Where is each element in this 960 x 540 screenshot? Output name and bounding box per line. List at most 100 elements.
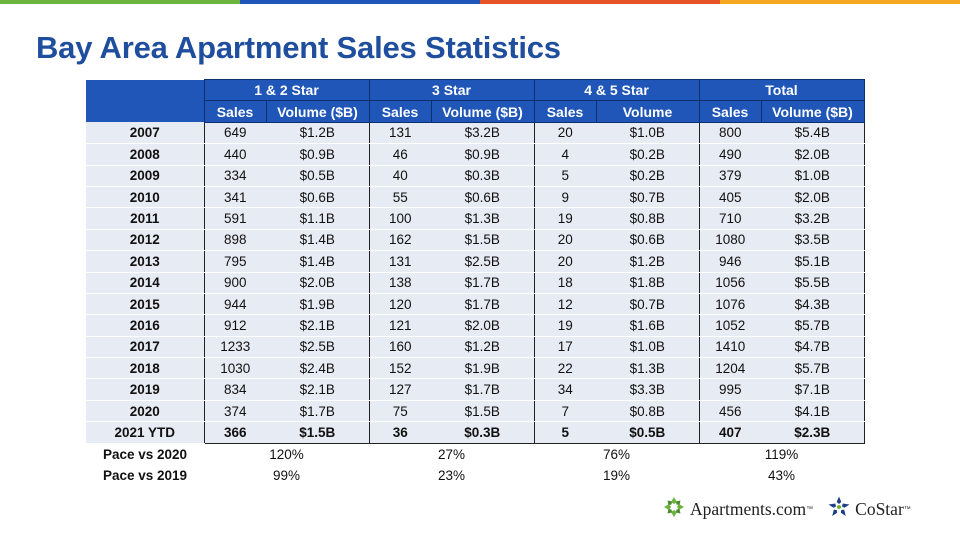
table-cell: 1204 bbox=[698, 357, 761, 380]
top-bar-blue bbox=[240, 0, 480, 4]
table-cell: 18 bbox=[533, 272, 596, 294]
table-cell: $4.3B bbox=[761, 293, 865, 316]
table-row: 2012 898 $1.4B 162 $1.5B 20 $0.6B 1080 $3.5B bbox=[86, 229, 865, 252]
pace-value: 43% bbox=[699, 464, 864, 486]
pace-rows: Pace vs 2020 120% 27% 76% 119% Pace vs 2019 99… bbox=[86, 443, 864, 486]
table-cell: $1.6B bbox=[596, 314, 699, 337]
table-cell: $0.8B bbox=[596, 207, 699, 230]
group-header-total: Total bbox=[698, 78, 865, 102]
table-cell: $0.3B bbox=[431, 165, 534, 187]
table-cell: $4.1B bbox=[761, 400, 865, 423]
apartments-logo: Apartments.com ™ bbox=[662, 495, 813, 524]
table-cell: $2.0B bbox=[266, 272, 369, 294]
table-row: 2013 795 $1.4B 131 $2.5B 20 $1.2B 946 $5.1B bbox=[86, 250, 865, 273]
table-cell: 379 bbox=[698, 165, 761, 187]
table-cell: 7 bbox=[533, 400, 596, 423]
column-header: Volume ($B) bbox=[430, 100, 535, 123]
pace-value: 119% bbox=[699, 443, 864, 465]
table-cell: 366 bbox=[203, 421, 266, 444]
pace-row: Pace vs 2019 99% 23% 19% 43% bbox=[86, 464, 864, 486]
table-cell: $1.2B bbox=[431, 336, 534, 359]
table-cell: $5.7B bbox=[761, 314, 865, 337]
table-cell: 131 bbox=[368, 250, 431, 273]
column-header: Volume ($B) bbox=[760, 100, 865, 123]
column-header-row: Sales Volume ($B) Sales Volume ($B) Sale… bbox=[86, 100, 865, 123]
row-label: 2015 bbox=[86, 293, 204, 316]
table-cell: $1.2B bbox=[266, 122, 369, 145]
top-color-bar bbox=[0, 0, 960, 4]
table-cell: 834 bbox=[203, 378, 266, 401]
table-cell: $2.5B bbox=[266, 336, 369, 359]
column-header: Sales bbox=[533, 100, 597, 123]
table-cell: $1.0B bbox=[761, 165, 865, 187]
table-row: 2017 1233 $2.5B 160 $1.2B 17 $1.0B 1410 $4.7B bbox=[86, 336, 865, 359]
table-cell: $1.5B bbox=[431, 400, 534, 423]
table-cell: 1056 bbox=[698, 272, 761, 294]
row-label: 2021 YTD bbox=[86, 421, 204, 444]
table-cell: 995 bbox=[698, 378, 761, 401]
table-cell: $2.5B bbox=[431, 250, 534, 273]
top-bar-green bbox=[0, 0, 240, 4]
table-cell: 121 bbox=[368, 314, 431, 337]
table-row: 2010 341 $0.6B 55 $0.6B 9 $0.7B 405 $2.0B bbox=[86, 186, 865, 209]
table-cell: $3.2B bbox=[431, 122, 534, 145]
column-header: Sales bbox=[203, 100, 267, 123]
table-cell: $1.9B bbox=[431, 357, 534, 380]
pace-value: 76% bbox=[534, 443, 699, 465]
table-cell: 1030 bbox=[203, 357, 266, 380]
group-header-3-star: 3 Star bbox=[368, 78, 535, 102]
table-cell: 36 bbox=[368, 421, 431, 444]
pace-value: 99% bbox=[204, 464, 369, 486]
table-cell: 9 bbox=[533, 186, 596, 209]
table-cell: 649 bbox=[203, 122, 266, 145]
row-label: 2013 bbox=[86, 250, 204, 273]
sales-statistics-table: 1 & 2 Star 3 Star 4 & 5 Star Total Sales… bbox=[86, 78, 865, 486]
table-cell: $2.4B bbox=[266, 357, 369, 380]
year-rows: 2007 649 $1.2B 131 $3.2B 20 $1.0B 800 $5.4B 2008 4… bbox=[86, 122, 865, 444]
table-cell: $1.0B bbox=[596, 336, 699, 359]
table-cell: 4 bbox=[533, 143, 596, 166]
table-cell: 946 bbox=[698, 250, 761, 273]
table-cell: $1.7B bbox=[431, 378, 534, 401]
column-header: Sales bbox=[368, 100, 432, 123]
table-cell: $2.1B bbox=[266, 314, 369, 337]
table-cell: 800 bbox=[698, 122, 761, 145]
row-label: 2017 bbox=[86, 336, 204, 359]
table-cell: 46 bbox=[368, 143, 431, 166]
table-cell: $5.5B bbox=[761, 272, 865, 294]
header-corner bbox=[86, 100, 204, 123]
table-cell: $1.7B bbox=[431, 293, 534, 316]
column-header: Volume bbox=[595, 100, 700, 123]
table-cell: 127 bbox=[368, 378, 431, 401]
costar-logo: CoStar ™ bbox=[827, 495, 911, 524]
table-cell: 12 bbox=[533, 293, 596, 316]
table-cell: 341 bbox=[203, 186, 266, 209]
table-cell: $0.7B bbox=[596, 186, 699, 209]
table-cell: $2.3B bbox=[761, 421, 865, 444]
pace-label: Pace vs 2019 bbox=[86, 464, 204, 486]
header-corner bbox=[86, 79, 204, 101]
column-header: Volume ($B) bbox=[265, 100, 370, 123]
table-cell: $1.5B bbox=[266, 421, 369, 444]
table-cell: 40 bbox=[368, 165, 431, 187]
table-cell: 407 bbox=[698, 421, 761, 444]
table-row: 2018 1030 $2.4B 152 $1.9B 22 $1.3B 1204 $5.7B bbox=[86, 357, 865, 380]
table-cell: $1.4B bbox=[266, 229, 369, 252]
footer-logos: Apartments.com ™ CoStar ™ bbox=[662, 494, 911, 524]
pace-value: 27% bbox=[369, 443, 534, 465]
table-cell: 1052 bbox=[698, 314, 761, 337]
table-cell: $1.7B bbox=[431, 272, 534, 294]
table-cell: $2.0B bbox=[431, 314, 534, 337]
table-row: 2020 374 $1.7B 75 $1.5B 7 $0.8B 456 $4.1B bbox=[86, 400, 865, 423]
table-cell: $1.7B bbox=[266, 400, 369, 423]
table-row: 2007 649 $1.2B 131 $3.2B 20 $1.0B 800 $5.4B bbox=[86, 122, 865, 145]
table-cell: 100 bbox=[368, 207, 431, 230]
table-row: 2014 900 $2.0B 138 $1.7B 18 $1.8B 1056 $5.5B bbox=[86, 272, 865, 294]
row-label: 2009 bbox=[86, 165, 204, 187]
row-label: 2010 bbox=[86, 186, 204, 209]
table-cell: $0.9B bbox=[266, 143, 369, 166]
pace-label: Pace vs 2020 bbox=[86, 443, 204, 465]
top-bar-orange bbox=[720, 0, 960, 4]
table-cell: 898 bbox=[203, 229, 266, 252]
table-cell: 1410 bbox=[698, 336, 761, 359]
